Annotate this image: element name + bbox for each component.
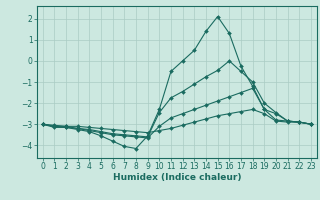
X-axis label: Humidex (Indice chaleur): Humidex (Indice chaleur) [113, 173, 241, 182]
